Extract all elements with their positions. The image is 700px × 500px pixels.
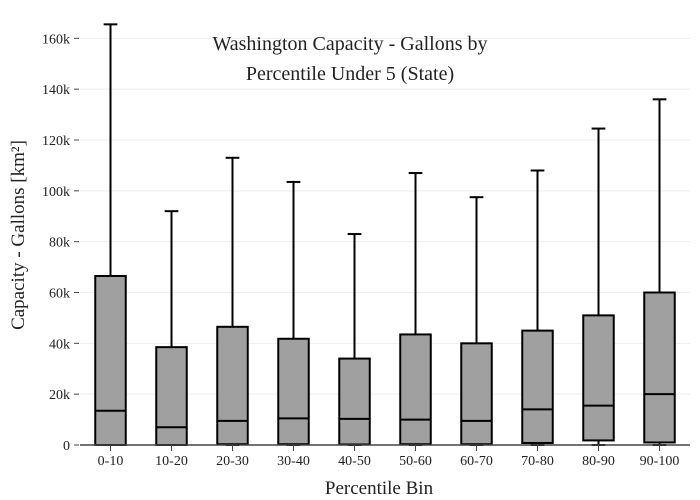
box-iqr [399,333,432,446]
x-axis-title: Percentile Bin [325,478,434,499]
x-tick-label: 90-100 [640,454,680,469]
x-tick-label: 0-10 [98,454,124,469]
y-tick-label: 100k [42,185,70,200]
box-10-20 [155,210,188,447]
box-iqr [521,329,554,444]
y-tick-label: 0 [63,439,70,454]
box-iqr [216,325,249,446]
x-axis-ticks: 0-10 10-20 20-30 30-40 40-50 50-60 60-70 70-80 8… [98,445,680,469]
box-iqr [155,346,188,447]
box-30-40 [277,180,310,446]
chart-title-line-2: Percentile Under 5 (State) [246,63,454,85]
x-tick-label: 40-50 [338,454,371,469]
box-iqr [582,314,615,442]
x-tick-label: 60-70 [460,454,493,469]
x-tick-label: 10-20 [155,454,188,469]
chart-title-line-1: Washington Capacity - Gallons by [212,33,487,55]
box-80-90 [582,127,615,446]
box-40-50 [338,233,371,446]
box-60-70 [460,196,493,446]
boxes [94,23,676,447]
y-axis-title-group: Capacity - Gallons [km²] [8,140,29,330]
y-axis-title-unit: [km²] [8,140,29,183]
y-axis-title: Capacity - Gallons [km²] [8,140,29,330]
box-iqr [338,357,371,446]
x-tick-label: 50-60 [399,454,432,469]
y-tick-label: 20k [49,388,70,403]
box-50-60 [399,172,432,446]
box-iqr [94,274,127,446]
y-tick-label: 60k [49,287,70,302]
x-tick-label: 20-30 [216,454,249,469]
y-tick-label: 80k [49,236,70,251]
y-axis-title-text: Capacity - Gallons [8,187,29,329]
grid-lines [80,37,690,395]
x-tick-label: 80-90 [582,454,615,469]
x-tick-label: 30-40 [277,454,310,469]
box-70-80 [521,169,554,446]
x-tick-label: 70-80 [521,454,554,469]
y-tick-label: 140k [42,83,70,98]
y-tick-label: 120k [42,134,70,149]
y-tick-label: 40k [49,337,70,352]
box-iqr [277,337,310,446]
y-axis-ticks: 0 20k 40k 60k 80k 100k 120k 140k 160k [42,32,79,454]
box-20-30 [216,156,249,446]
box-0-10 [94,23,127,446]
box-90-100 [643,98,676,446]
y-tick-label: 160k [42,32,70,47]
box-iqr [643,291,676,444]
box-iqr [460,342,493,446]
